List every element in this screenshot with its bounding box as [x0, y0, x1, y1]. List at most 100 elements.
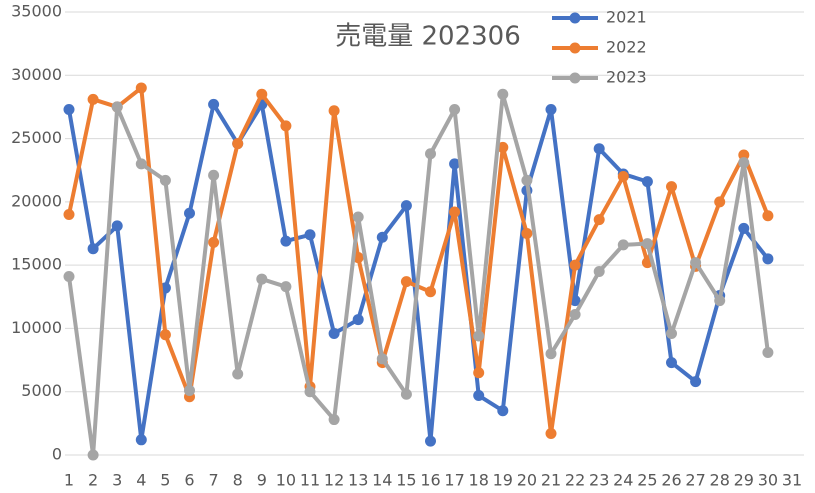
point	[208, 169, 220, 181]
point	[135, 434, 147, 446]
point	[425, 286, 436, 298]
x-tick-label: 25	[637, 471, 657, 490]
point	[232, 368, 244, 380]
x-tick-label: 30	[758, 471, 778, 490]
point	[714, 196, 726, 208]
point	[641, 238, 653, 250]
x-tick-label: 2	[88, 471, 98, 490]
point	[497, 88, 509, 100]
point	[184, 384, 195, 396]
x-tick-label: 11	[300, 471, 320, 490]
point	[738, 157, 750, 169]
chart-title: 売電量 202306	[335, 22, 521, 52]
point	[352, 314, 364, 326]
point	[473, 330, 485, 342]
x-tick-label: 4	[136, 471, 146, 490]
point	[738, 222, 750, 234]
point	[545, 348, 557, 360]
point	[304, 386, 316, 398]
point	[256, 88, 268, 100]
point	[666, 327, 677, 339]
x-tick-label: 18	[469, 471, 489, 490]
point	[111, 101, 123, 113]
x-tick-label: 27	[685, 471, 705, 490]
point	[521, 228, 533, 239]
point	[400, 388, 412, 400]
point	[400, 276, 412, 288]
point	[352, 211, 364, 223]
point	[425, 148, 436, 160]
point	[617, 171, 629, 183]
point	[714, 295, 726, 307]
x-tick-label: 28	[710, 471, 730, 490]
legend-marker	[569, 72, 581, 84]
point	[593, 214, 605, 226]
point	[376, 231, 388, 243]
point	[641, 176, 653, 188]
point	[159, 174, 171, 186]
point	[545, 427, 557, 439]
series-line	[67, 102, 770, 444]
point	[497, 405, 509, 417]
x-tick-label: 23	[589, 471, 609, 490]
point	[497, 141, 509, 153]
point	[135, 158, 147, 170]
point	[87, 93, 99, 105]
legend-label: 2021	[606, 8, 647, 27]
point	[762, 253, 774, 265]
x-tick-label: 14	[372, 471, 392, 490]
x-tick-label: 6	[184, 471, 194, 490]
x-tick-label: 15	[396, 471, 416, 490]
point	[304, 229, 316, 241]
x-tick-label: 7	[209, 471, 219, 490]
point	[111, 220, 123, 232]
point	[63, 209, 75, 221]
point	[666, 357, 677, 369]
point	[256, 273, 268, 285]
point	[135, 82, 147, 94]
point	[545, 103, 557, 115]
point	[762, 346, 774, 358]
legend-label: 2022	[606, 38, 647, 57]
y-tick-label: 25000	[11, 128, 62, 147]
x-tick-label: 26	[661, 471, 681, 490]
point	[184, 207, 195, 219]
point	[738, 149, 750, 161]
point	[690, 376, 702, 388]
point	[63, 271, 75, 283]
x-tick-label: 13	[348, 471, 368, 490]
point	[63, 103, 75, 115]
x-tick-label: 24	[613, 471, 633, 490]
point	[87, 449, 99, 461]
point	[449, 103, 461, 115]
x-tick-label: 12	[324, 471, 344, 490]
legend-label: 2023	[606, 68, 647, 87]
legend-marker	[569, 42, 581, 54]
point	[87, 243, 99, 255]
x-tick-label: 22	[565, 471, 585, 490]
x-tick-label: 8	[233, 471, 243, 490]
y-tick-label: 10000	[11, 318, 62, 337]
point	[473, 390, 485, 402]
point	[328, 105, 340, 117]
series-line	[67, 92, 770, 457]
point	[232, 138, 244, 150]
point	[666, 181, 677, 193]
x-tick-label: 9	[257, 471, 267, 490]
x-tick-label: 3	[112, 471, 122, 490]
y-tick-label: 0	[52, 445, 62, 464]
point	[569, 259, 581, 271]
point	[593, 143, 605, 155]
point	[521, 174, 533, 186]
x-tick-label: 10	[276, 471, 296, 490]
x-tick-label: 29	[734, 471, 754, 490]
y-tick-label: 5000	[21, 381, 62, 400]
point	[208, 236, 220, 248]
y-tick-label: 15000	[11, 255, 62, 274]
x-tick-label: 19	[493, 471, 513, 490]
point	[280, 235, 292, 247]
y-tick-label: 35000	[11, 2, 62, 21]
point	[762, 210, 774, 222]
x-tick-label: 1	[64, 471, 74, 490]
